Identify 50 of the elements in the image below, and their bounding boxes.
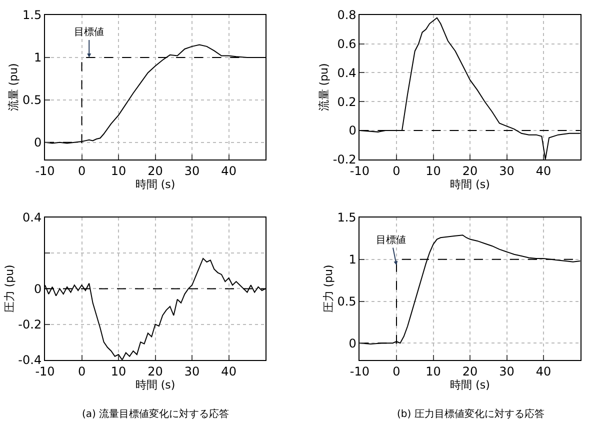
y-axis-title: 流量 (pu) [318,63,331,112]
x-tick-label: 20 [148,364,163,378]
x-tick-label: 20 [462,364,478,378]
y-tick-label: 0 [348,336,356,350]
y-axis-title: 流量 (pu) [7,63,20,112]
y-tick-label: 0 [34,282,42,296]
x-tick-label: 20 [148,164,163,178]
x-tick-label: 40 [221,364,236,378]
x-tick-label: 0 [392,164,400,178]
x-tick-label: 30 [499,364,514,378]
y-axis-title: 圧力 (pu) [322,264,335,313]
y-tick-label: 1 [348,252,356,267]
y-tick-label: 0.5 [22,93,42,108]
x-axis-title: 時間 (s) [450,378,490,392]
annotation: 目標値 [74,26,104,38]
x-tick-label: 10 [426,364,441,378]
x-tick-label: 0 [78,164,86,178]
x-tick-label: 30 [184,164,200,178]
y-tick-label: -0.2 [18,317,42,332]
x-tick-label: 10 [110,164,126,178]
x-tick-label: 20 [462,164,478,178]
x-axis-title: 時間 (s) [135,378,176,392]
x-tick-label: 0 [78,364,86,378]
x-tick-label: -10 [350,364,370,378]
annotation: 目標値 [376,234,406,246]
x-tick-label: 40 [221,164,236,178]
y-tick-label: 0.5 [337,294,356,308]
x-axis-title: 時間 (s) [450,178,490,191]
text: (a) 流量目標値変化に対する応答 [82,408,230,420]
x-tick-label: 40 [536,164,552,178]
x-tick-label: -10 [35,164,55,178]
y-tick-label: 0.2 [337,94,356,109]
y-tick-label: 0 [34,136,42,150]
x-tick-label: 10 [426,164,441,178]
x-tick-label: 10 [110,364,126,378]
x-tick-label: 30 [184,364,200,378]
x-axis-title: 時間 (s) [135,178,176,191]
y-tick-label: 0.8 [337,8,356,22]
text: (b) 圧力目標値変化に対する応答 [397,408,544,420]
y-tick-label: 0 [348,124,356,138]
y-tick-label: 0.4 [22,210,42,225]
y-tick-label: 1.5 [337,210,356,225]
y-tick-label: 0.6 [337,37,356,52]
x-tick-label: 30 [499,164,514,178]
x-tick-label: 0 [392,364,400,378]
y-tick-label: 1 [34,50,42,65]
x-tick-label: 40 [536,364,552,378]
y-tick-label: 1.5 [22,8,42,22]
y-axis-title: 圧力 (pu) [2,264,16,313]
y-tick-label: 0.4 [337,66,356,80]
